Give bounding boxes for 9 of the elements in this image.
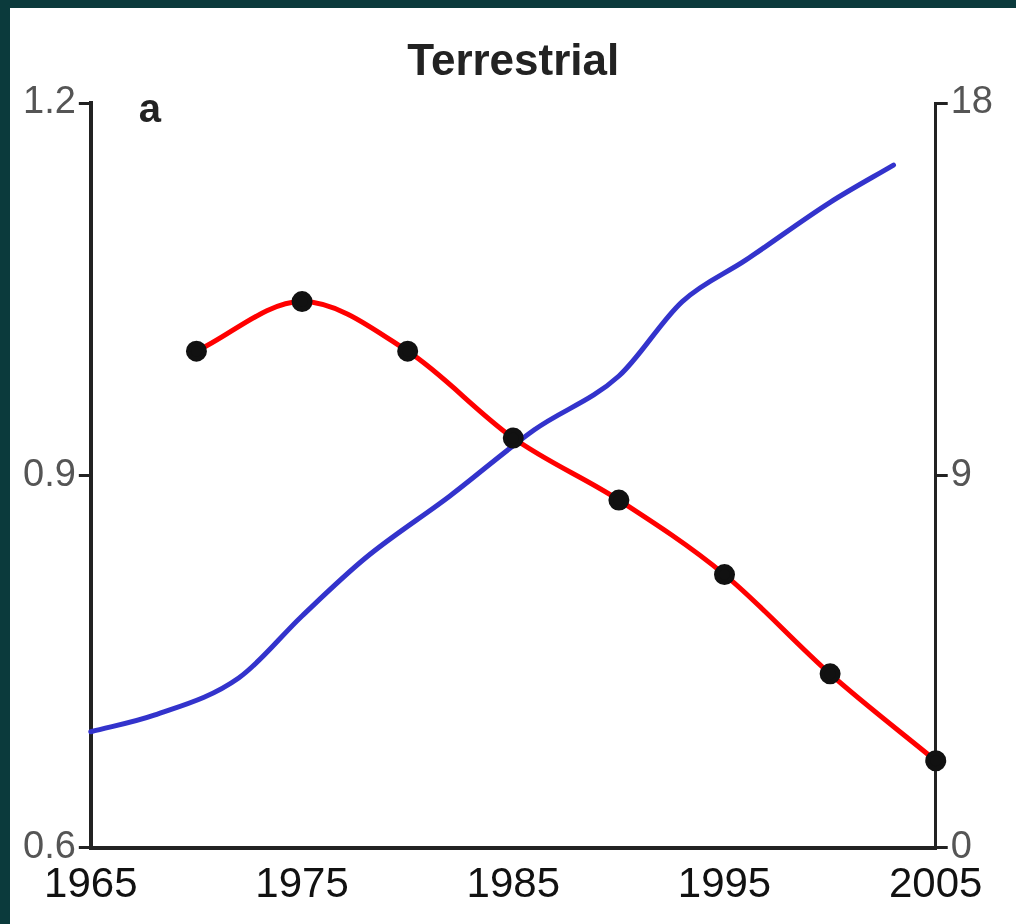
y2-tick-label: 18 xyxy=(950,79,994,122)
x-tick-label: 1995 xyxy=(677,859,772,907)
annotation: a xyxy=(138,86,162,131)
x-tick-label: 1985 xyxy=(466,859,560,907)
y2-tick-label: 9 xyxy=(950,451,972,494)
x-tick-label: 1975 xyxy=(255,859,349,907)
y-tick-label: 1.2 xyxy=(23,79,76,122)
chart-title: Terrestrial xyxy=(407,35,620,85)
y-tick-label: 0.9 xyxy=(23,451,76,494)
